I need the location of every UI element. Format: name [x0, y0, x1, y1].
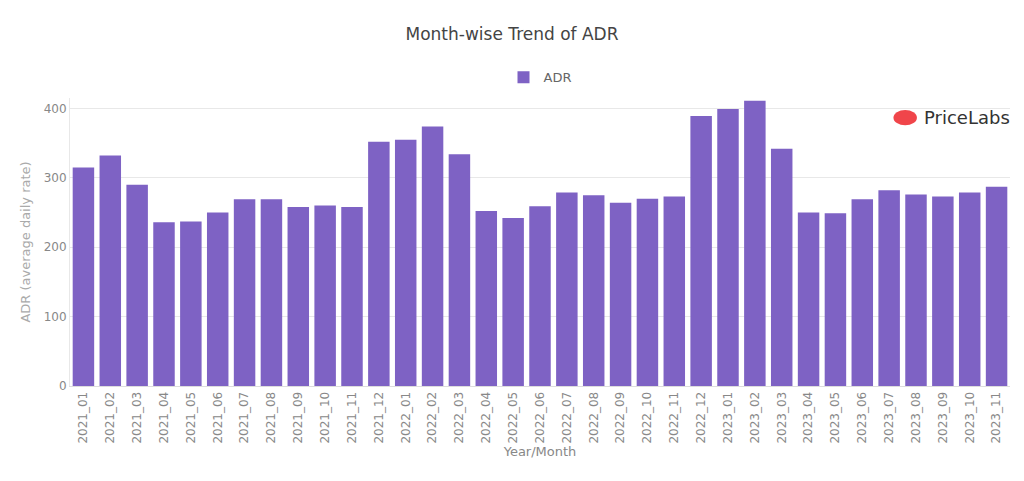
- svg-text:300: 300: [44, 171, 67, 185]
- svg-text:Year/Month: Year/Month: [503, 444, 577, 459]
- svg-text:2021_01: 2021_01: [76, 392, 90, 444]
- svg-text:2023_01: 2023_01: [721, 392, 735, 444]
- svg-text:200: 200: [44, 240, 67, 254]
- svg-text:2022_11: 2022_11: [667, 392, 681, 444]
- svg-text:2022_10: 2022_10: [640, 392, 654, 444]
- svg-text:2021_06: 2021_06: [211, 392, 225, 444]
- svg-text:2021_02: 2021_02: [103, 392, 117, 444]
- svg-text:2023_08: 2023_08: [909, 392, 923, 444]
- svg-text:2022_02: 2022_02: [425, 392, 439, 444]
- svg-text:2023_06: 2023_06: [855, 392, 869, 444]
- svg-text:2021_05: 2021_05: [184, 392, 198, 444]
- svg-text:2022_03: 2022_03: [452, 392, 466, 444]
- svg-text:2022_06: 2022_06: [533, 392, 547, 444]
- svg-text:2023_09: 2023_09: [936, 392, 950, 444]
- svg-text:2021_09: 2021_09: [291, 392, 305, 444]
- svg-text:2021_10: 2021_10: [318, 392, 332, 444]
- svg-text:2021_07: 2021_07: [237, 392, 251, 444]
- svg-text:2021_04: 2021_04: [157, 392, 171, 444]
- svg-text:2022_12: 2022_12: [694, 392, 708, 444]
- svg-text:2021_11: 2021_11: [345, 392, 359, 444]
- svg-text:400: 400: [44, 102, 67, 116]
- svg-text:2023_11: 2023_11: [989, 392, 1003, 444]
- svg-text:2022_01: 2022_01: [399, 392, 413, 444]
- svg-text:2021_03: 2021_03: [130, 392, 144, 444]
- svg-text:ADR: ADR: [544, 70, 572, 85]
- svg-text:2023_07: 2023_07: [882, 392, 896, 444]
- svg-text:2023_02: 2023_02: [748, 392, 762, 444]
- svg-text:2023_04: 2023_04: [801, 392, 815, 444]
- svg-text:PriceLabs: PriceLabs: [924, 107, 1010, 128]
- svg-text:2023_10: 2023_10: [963, 392, 977, 444]
- svg-text:2022_09: 2022_09: [613, 392, 627, 444]
- svg-text:ADR (average daily rate): ADR (average daily rate): [18, 161, 33, 322]
- svg-text:2022_07: 2022_07: [560, 392, 574, 444]
- svg-text:2023_03: 2023_03: [775, 392, 789, 444]
- svg-text:100: 100: [44, 310, 67, 324]
- svg-text:2022_05: 2022_05: [506, 392, 520, 444]
- svg-text:0: 0: [59, 379, 67, 393]
- svg-text:2023_05: 2023_05: [828, 392, 842, 444]
- svg-text:2021_08: 2021_08: [264, 392, 278, 444]
- svg-text:2022_04: 2022_04: [479, 392, 493, 444]
- svg-text:2022_08: 2022_08: [587, 392, 601, 444]
- svg-text:Month-wise Trend of ADR: Month-wise Trend of ADR: [405, 24, 618, 44]
- svg-text:2021_12: 2021_12: [372, 392, 386, 444]
